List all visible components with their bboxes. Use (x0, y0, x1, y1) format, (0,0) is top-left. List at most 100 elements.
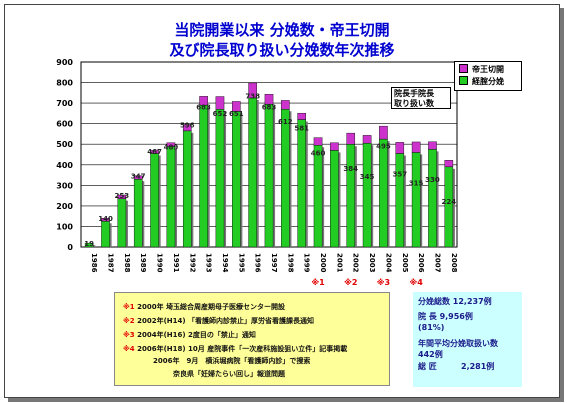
note-4: ※4 2006年(H18) 10月 産院事件「一次産科施設狙い立件」記事掲載 (123, 345, 348, 353)
bar-vaginal (395, 153, 405, 248)
stat-director: 院 長 9,956例 (418, 312, 473, 321)
bar-vaginal (182, 130, 192, 248)
x-tick-label: 2000 (319, 253, 327, 273)
event-marker: ※3 (377, 277, 390, 287)
bar-vaginal (215, 109, 225, 248)
bar-cesarean (182, 124, 192, 132)
bar-cesarean (379, 125, 388, 140)
data-label: 345 (360, 173, 375, 181)
data-label: 651 (229, 110, 244, 118)
x-tick-label: 2005 (401, 253, 409, 273)
bar-cesarean (411, 141, 421, 153)
x-tick-label: 2003 (368, 253, 376, 273)
bar-cesarean (232, 101, 241, 112)
x-tick-label: 1998 (286, 253, 294, 273)
x-tick-label: 2008 (450, 253, 458, 273)
bar-cesarean (215, 96, 225, 110)
stat-avg-value: 442例 (418, 350, 443, 359)
director-count-label-line1: 院長手院長 (394, 89, 434, 98)
x-tick-label: 2006 (417, 253, 425, 273)
legend-item-vaginal: 経腟分娩 (459, 76, 504, 87)
bar-vaginal (297, 119, 306, 248)
x-tick-label: 1988 (123, 253, 131, 273)
legend-swatch-vaginal (459, 76, 468, 85)
director-count-label: 院長手院長 取り扱い数 (391, 87, 451, 109)
y-tick-label: 900 (56, 58, 73, 67)
bar-cesarean (346, 132, 356, 145)
data-label: 652 (213, 110, 228, 118)
data-label: 140 (98, 215, 113, 223)
y-tick-label: 400 (56, 161, 73, 170)
data-label: 495 (376, 142, 391, 150)
x-tick-label: 1987 (107, 253, 115, 273)
bar-vaginal (362, 142, 372, 248)
x-tick-label: 1995 (237, 253, 245, 273)
stat-deaths-value: 2,281例 (461, 362, 495, 371)
bar-cesarean (166, 142, 176, 147)
event-marker: ※1 (311, 277, 325, 287)
x-tick-label: 1991 (172, 253, 180, 273)
bar-cesarean (395, 142, 405, 154)
bar-vaginal (330, 150, 339, 248)
x-tick-label: 1990 (156, 253, 164, 273)
stat-director-pct: (81%) (418, 323, 445, 332)
bar-cesarean (248, 82, 257, 99)
data-label: 384 (343, 165, 358, 173)
data-label: 683 (262, 104, 277, 112)
x-tick-label: 2002 (352, 253, 360, 273)
bar-cesarean (313, 137, 323, 146)
bar-cesarean (444, 160, 454, 168)
bar-vaginal (84, 242, 94, 248)
stats-box: 分娩総数 12,237例 院 長 9,956例 (81%) 年間平均分娩取扱い数… (413, 292, 522, 387)
data-label: 315 (409, 179, 424, 187)
note-6: 奈良県「妊婦たらい回し」報道問題 (173, 370, 285, 378)
stat-total: 分娩総数 12,237例 (418, 297, 492, 306)
data-label: 683 (196, 104, 211, 112)
bar-vaginal (101, 221, 110, 248)
bar-vaginal (428, 149, 437, 248)
slide: 当院開業以来 分娩数・帝王切開 及び院長取り扱い分娩数年次推移 0 100 200 3… (4, 4, 560, 398)
data-label: 738 (245, 92, 260, 100)
x-tick-label: 1996 (254, 253, 262, 273)
x-tick-label: 1993 (205, 253, 213, 273)
stat-deaths-label: 総 匠 (418, 362, 437, 371)
data-label: 253 (115, 192, 130, 200)
bar-cesarean (362, 135, 372, 144)
y-tick-label: 100 (56, 222, 73, 231)
data-label: 612 (278, 118, 293, 126)
event-marker: ※2 (344, 277, 357, 287)
bar-cesarean (133, 175, 143, 180)
data-label: 467 (147, 148, 162, 156)
bar-cesarean (428, 141, 437, 150)
x-tick-label: 2001 (335, 253, 343, 273)
data-label: 581 (294, 125, 309, 133)
x-tick-label: 2004 (384, 253, 392, 273)
bar-vaginal (248, 97, 257, 248)
bar-cesarean (101, 218, 110, 222)
bar-vaginal (313, 145, 323, 248)
bar-cesarean (199, 96, 208, 106)
bar-cesarean (297, 112, 306, 120)
legend-label-vaginal: 経腟分娩 (472, 77, 504, 86)
y-tick-label: 200 (56, 202, 73, 211)
bar-cesarean (264, 94, 274, 105)
bar-vaginal (150, 153, 159, 248)
bar-vaginal (281, 109, 290, 248)
bar-cesarean (150, 150, 159, 154)
data-label: 224 (442, 198, 457, 206)
chart-title-line2: 及び院長取り扱い分娩数年次推移 (169, 41, 395, 59)
event-marker: ※4 (409, 277, 423, 287)
y-tick-label: 500 (56, 140, 73, 149)
y-tick-label: 0 (67, 243, 73, 252)
bar-vaginal (133, 178, 143, 248)
data-label: 330 (425, 176, 440, 184)
bar-vaginal (444, 166, 454, 248)
bar-cesarean (281, 100, 290, 110)
note-3: ※3 2004年(H16) 2度目の「禁止」通知 (123, 331, 256, 339)
director-count-label-line2: 取り扱い数 (394, 99, 434, 108)
data-label: 596 (180, 121, 195, 129)
bar-vaginal (232, 111, 241, 248)
bar-vaginal (117, 198, 127, 248)
y-tick-label: 600 (56, 120, 73, 129)
x-tick-label: 1994 (221, 253, 229, 273)
